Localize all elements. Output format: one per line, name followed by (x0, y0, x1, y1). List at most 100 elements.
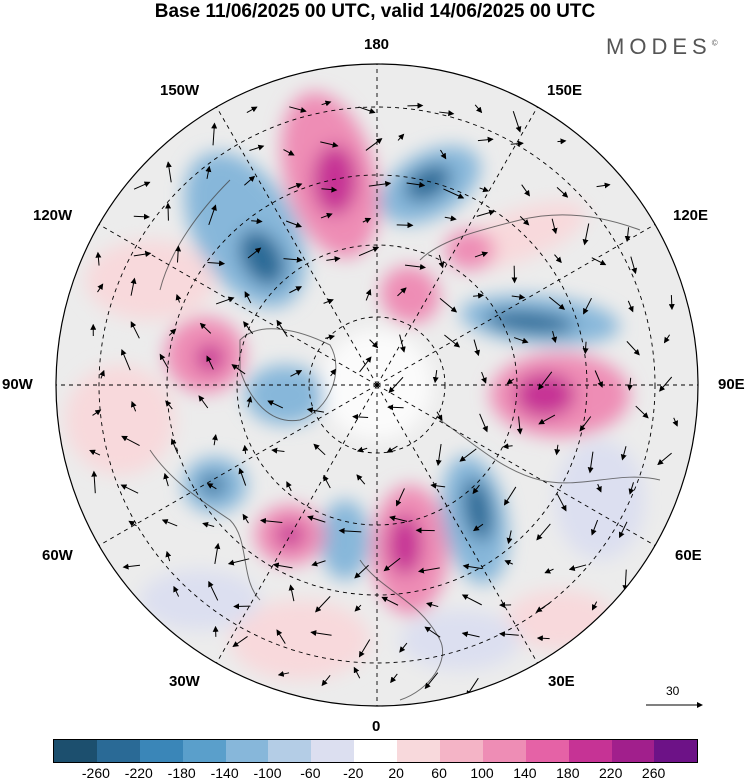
wind-vector (356, 446, 368, 453)
wind-vector (290, 370, 303, 377)
anomaly-blob (463, 478, 493, 542)
wind-vector (165, 400, 173, 410)
wind-vector (242, 513, 249, 524)
wind-vector (244, 291, 252, 304)
wind-vector (365, 288, 372, 301)
wind-vector (554, 254, 562, 264)
wind-vector (133, 251, 152, 258)
wind-vector (551, 218, 558, 235)
wind-vector (130, 277, 137, 296)
wind-vector (92, 409, 102, 416)
colorbar-tick-label: 60 (431, 765, 447, 781)
wind-vector (259, 517, 283, 524)
anomaly-blob (245, 365, 325, 425)
anomaly-blob (313, 145, 357, 215)
wind-vector (635, 405, 649, 419)
anomaly-blob (388, 515, 422, 575)
wind-vector (476, 209, 496, 217)
wind-vector (521, 184, 530, 197)
wind-vector (354, 604, 362, 612)
wind-vector (461, 594, 482, 606)
anomaly-blob (515, 373, 575, 417)
wind-vector (251, 218, 263, 225)
wind-vector (338, 527, 362, 534)
wind-vector (568, 564, 587, 571)
wind-vector (323, 474, 331, 489)
wind-vector (321, 675, 331, 687)
wind-vector (365, 138, 383, 151)
anomaly-blob (320, 500, 370, 580)
colorbar-tick-label: 180 (556, 765, 580, 781)
wind-vector (208, 580, 219, 601)
wind-vector (462, 563, 483, 570)
wind-vector (474, 104, 483, 114)
wind-vector (267, 400, 284, 409)
wind-vector (424, 672, 439, 690)
wind-vector (473, 339, 481, 357)
wind-vector (444, 334, 461, 348)
wind-vector (325, 334, 335, 341)
wind-vector (353, 666, 361, 679)
meridian-line (376, 106, 538, 386)
wind-vector (626, 377, 633, 391)
lon-label-0: 0 (372, 718, 381, 735)
wind-vector (404, 263, 426, 270)
wind-vector (358, 639, 371, 658)
wind-vector (175, 245, 182, 263)
lon-label-120w: 120W (33, 207, 73, 224)
wind-vector (481, 371, 487, 384)
wind-vector (440, 149, 447, 160)
wind-vector (307, 515, 326, 523)
wind-vector (556, 187, 569, 198)
wind-vector (238, 467, 247, 486)
wind-vector (231, 364, 246, 375)
wind-vector (668, 295, 675, 311)
wind-vector (591, 257, 607, 266)
wind-vector (620, 446, 627, 461)
lon-label-90e: 90E (718, 376, 745, 393)
wind-vector (283, 149, 295, 156)
wind-vector (243, 321, 254, 335)
wind-vector (306, 407, 325, 414)
graticule (56, 64, 698, 706)
wind-vector (163, 472, 170, 487)
wind-vector (120, 484, 139, 494)
wind-vector (211, 122, 218, 146)
wind-vector (277, 670, 290, 677)
wind-vector (285, 220, 302, 228)
wind-vector (122, 563, 141, 570)
wind-vector (289, 106, 307, 113)
coastline (439, 419, 661, 484)
wind-vector (535, 602, 551, 613)
wind-vector (624, 227, 631, 243)
wind-vector (330, 368, 337, 377)
wind-vector (513, 337, 529, 344)
wind-vector (95, 251, 102, 266)
wind-vector (313, 443, 326, 456)
wind-vector (161, 519, 178, 527)
wind-vector (276, 319, 288, 337)
wind-vector (657, 452, 672, 466)
wind-vector (211, 434, 218, 446)
wind-vector (627, 300, 634, 313)
anomaly-blob (85, 240, 215, 320)
wind-vector (406, 181, 426, 188)
wind-vector (538, 371, 553, 390)
wind-vector (354, 564, 369, 579)
wind-vector (205, 165, 212, 179)
map-border (55, 63, 699, 707)
colorbar-swatch (611, 740, 655, 762)
wind-vector (583, 297, 592, 315)
wind-vector (286, 481, 292, 492)
wind-vector (519, 215, 530, 226)
colorbar-swatch (354, 740, 398, 762)
wind-vector (461, 631, 480, 638)
wind-vector (246, 396, 253, 408)
wind-vector (130, 400, 137, 412)
wind-vector (582, 341, 589, 355)
wind-vector (436, 411, 443, 422)
meridian-line (216, 384, 378, 664)
wind-vector (397, 133, 405, 141)
coastline (419, 214, 641, 261)
colorbar-swatch (225, 740, 269, 762)
